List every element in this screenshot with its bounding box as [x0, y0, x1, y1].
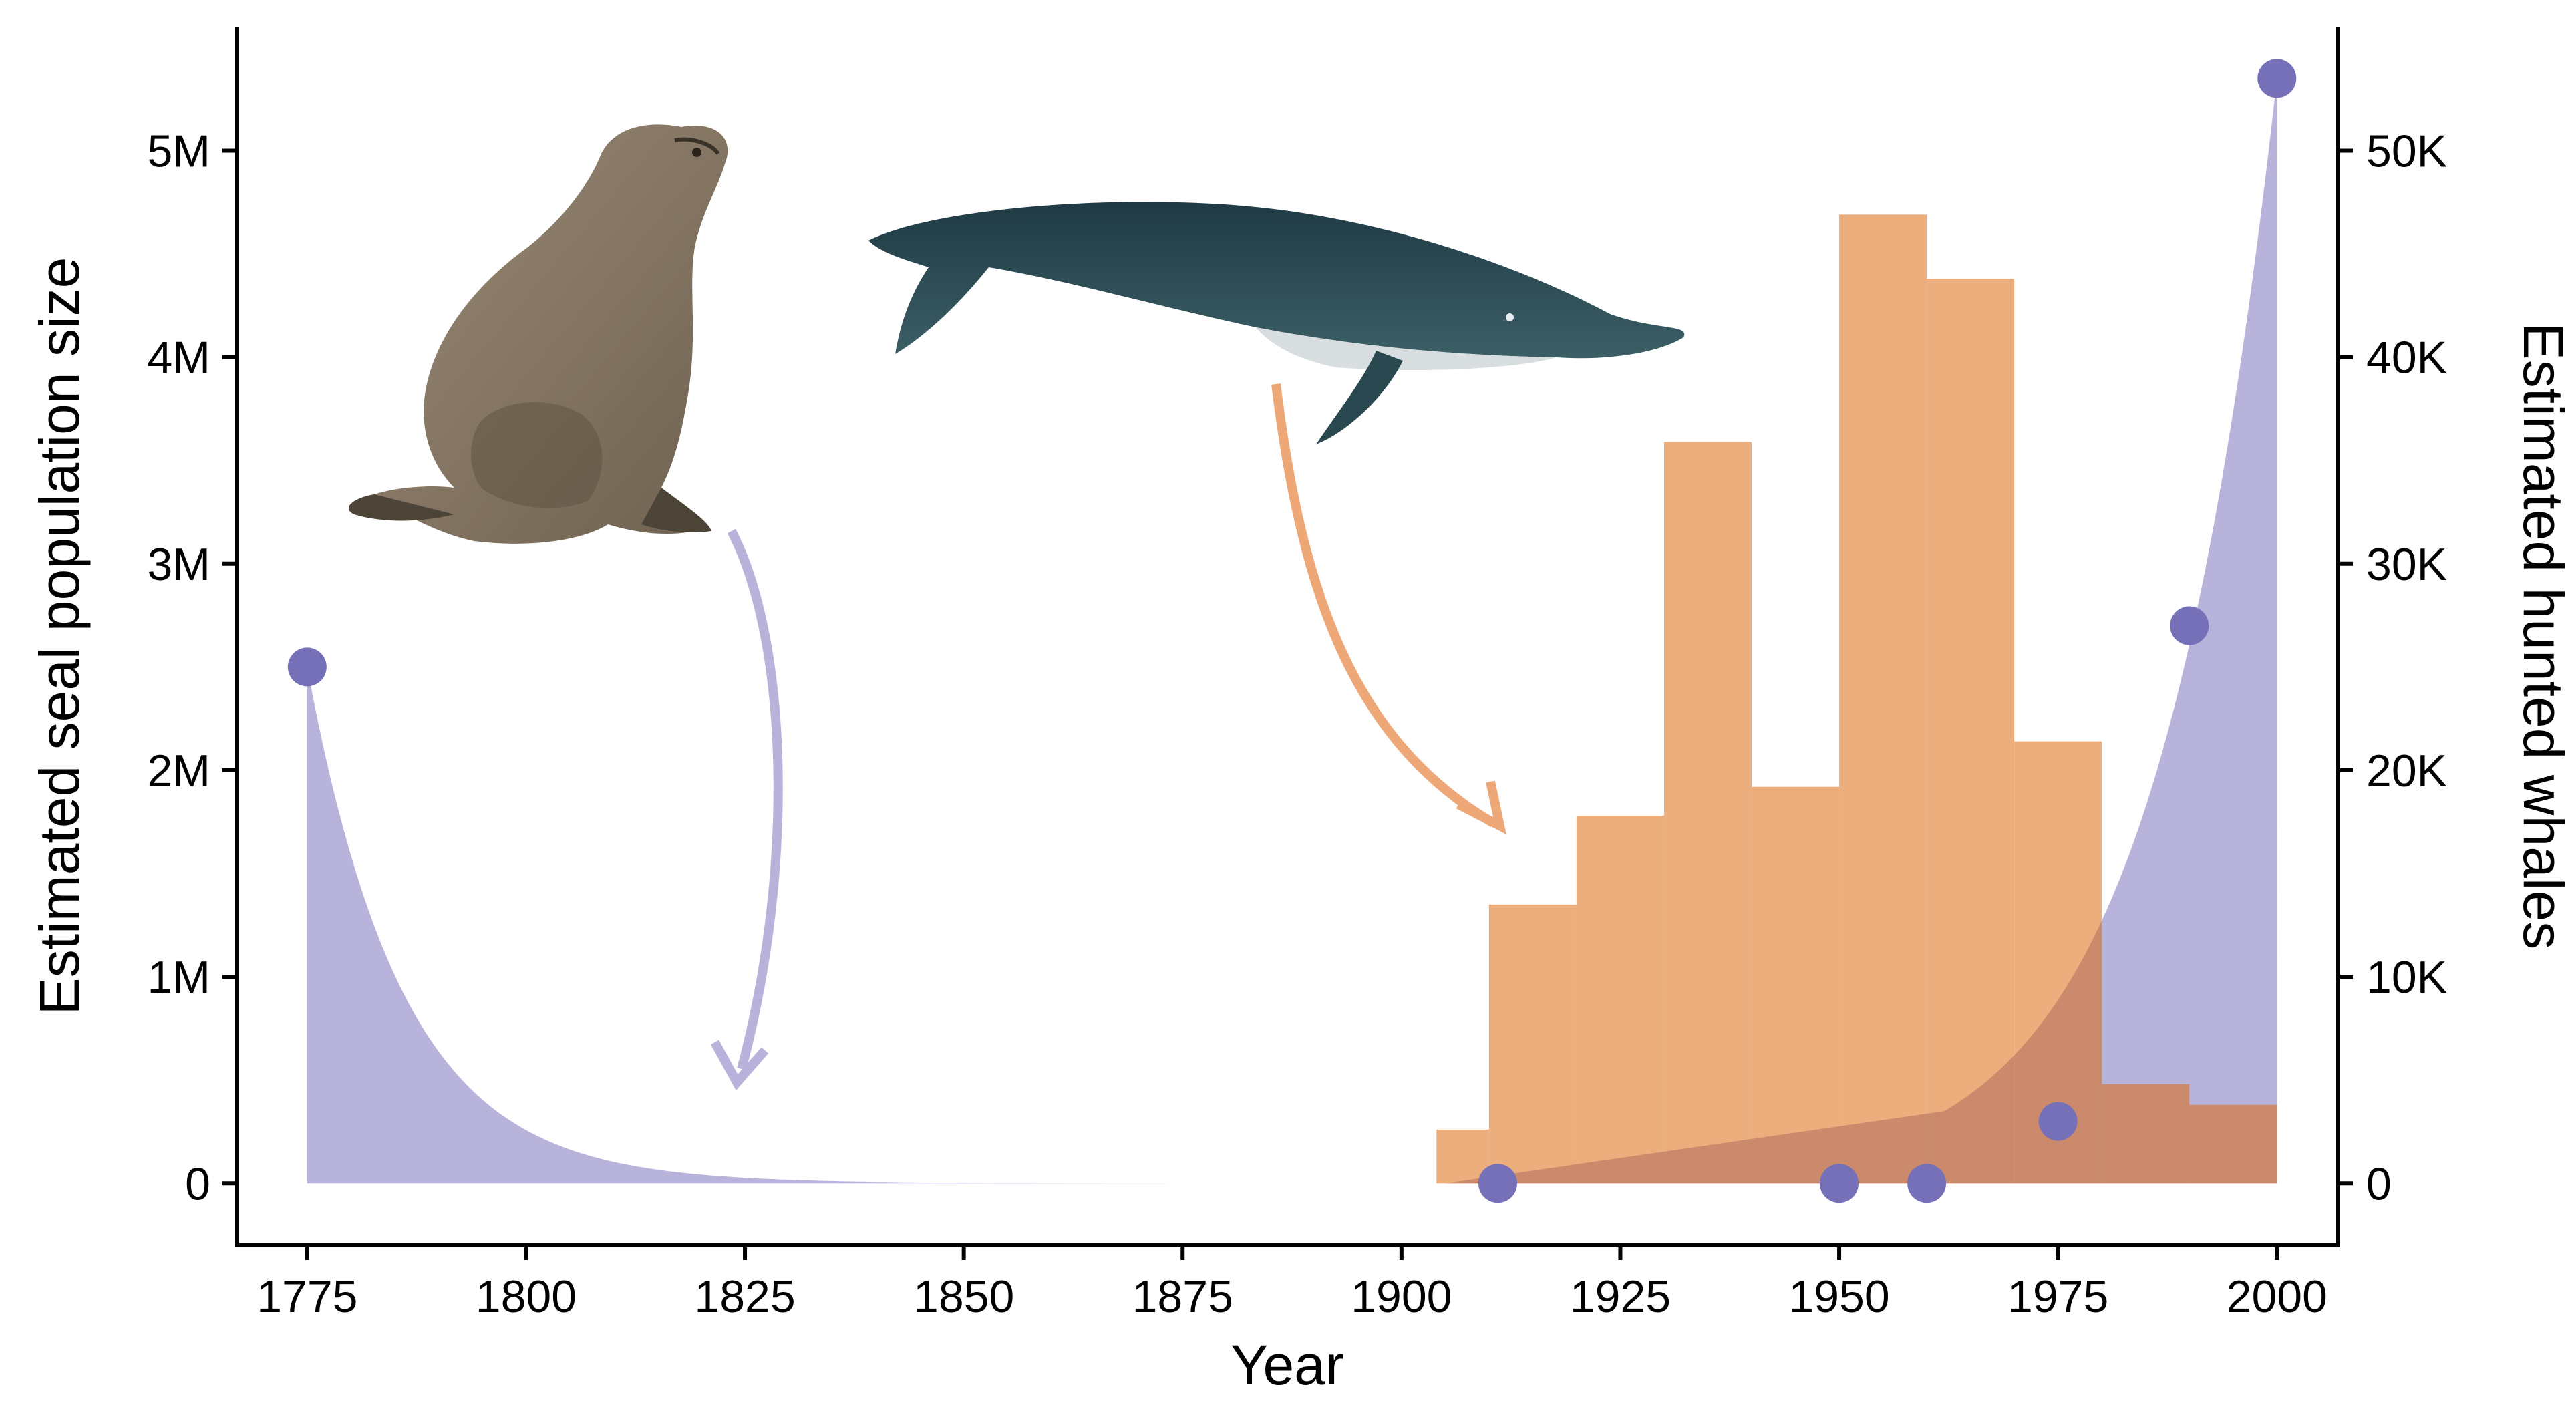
seal-point-1911 [1478, 1164, 1517, 1203]
right-tick-label-50K: 50K [2366, 126, 2447, 176]
left-tick-label-2M: 2M [148, 746, 210, 796]
left-tick-label-4M: 4M [148, 333, 210, 383]
whale-illustration [868, 202, 1685, 444]
right-tick-label-0: 0 [2366, 1158, 2392, 1209]
seal-arrow [727, 528, 783, 1070]
whale-bar-1920-1930 [1576, 815, 1664, 1184]
left-tick-label-0: 0 [185, 1158, 210, 1209]
x-tick-label-1775: 1775 [257, 1271, 357, 1322]
left-axis-title: Estimated seal population size [28, 257, 91, 1015]
seal-point-1775 [287, 647, 327, 687]
whale-bar-1904-1910 [1436, 1129, 1489, 1184]
whale-bar-1910-1920 [1488, 904, 1577, 1184]
left-axis-ticks: 0 1M 2M 3M 4M 5M [148, 126, 237, 1209]
right-tick-label-10K: 10K [2366, 952, 2447, 1003]
axes [235, 27, 2340, 1247]
left-tick-label-5M: 5M [148, 126, 210, 176]
annotation-arrows [710, 383, 1506, 1091]
right-axis-title: Estimated hunted whales [2512, 323, 2575, 950]
left-tick-label-1M: 1M [148, 952, 210, 1003]
x-tick-label-2000: 2000 [2227, 1271, 2327, 1322]
right-axis-ticks: 0 10K 20K 30K 40K 50K [2338, 126, 2447, 1209]
x-axis-ticks: 1775 1800 1825 1850 1875 1900 1925 1950 1975 2000 [257, 1245, 2327, 1322]
x-tick-label-1875: 1875 [1132, 1271, 1233, 1322]
overlap-bar-1980 [2102, 1084, 2190, 1184]
seal-point-1950 [1820, 1164, 1859, 1203]
x-axis-title: Year [1231, 1333, 1344, 1396]
whale-arrow [1271, 383, 1496, 828]
seal-point-2000 [2257, 59, 2297, 98]
whale-bar-1940-1950 [1752, 786, 1840, 1184]
seal-point-1975 [2038, 1102, 2078, 1141]
x-tick-label-1950: 1950 [1788, 1271, 1889, 1322]
seal-arrowhead [710, 1040, 769, 1091]
seal-illustration [348, 124, 728, 544]
whale-arrowhead [1456, 780, 1506, 834]
x-tick-label-1925: 1925 [1570, 1271, 1671, 1322]
right-tick-label-40K: 40K [2366, 333, 2447, 383]
seal-points-layer [287, 59, 2297, 1203]
whale-bar-1960-1970 [1927, 279, 2015, 1184]
overlap-bar-1990 [2189, 1104, 2277, 1184]
seal-point-1960 [1907, 1164, 1947, 1203]
x-tick-label-1800: 1800 [476, 1271, 577, 1322]
right-tick-label-30K: 30K [2366, 539, 2447, 590]
x-tick-label-1850: 1850 [913, 1271, 1014, 1322]
whale-bar-1930-1940 [1663, 442, 1752, 1184]
x-tick-label-1900: 1900 [1351, 1271, 1452, 1322]
right-tick-label-20K: 20K [2366, 746, 2447, 796]
whale-bar-1950-1960 [1839, 214, 1927, 1184]
whale-bars-layer [1436, 214, 2277, 1184]
x-tick-label-1825: 1825 [694, 1271, 795, 1322]
left-tick-label-3M: 3M [148, 539, 210, 590]
x-tick-label-1975: 1975 [2007, 1271, 2108, 1322]
seal-point-1990 [2170, 606, 2209, 645]
